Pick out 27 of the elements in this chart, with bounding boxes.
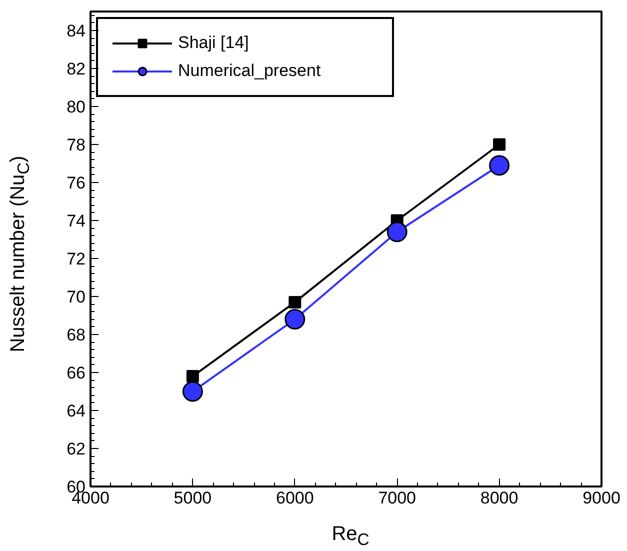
x-tick-label: 8000 xyxy=(480,488,518,508)
y-tick-label: 82 xyxy=(66,60,86,78)
y-tick-label: 70 xyxy=(66,288,86,306)
y-tick-label: 72 xyxy=(66,250,86,268)
y-tick-label: 64 xyxy=(66,402,86,420)
y-tick-label: 68 xyxy=(66,326,86,344)
point xyxy=(284,309,306,330)
y-tick-label: 80 xyxy=(66,98,86,116)
point xyxy=(182,381,203,402)
legend-label: Shaji [14] xyxy=(178,33,250,53)
x-tick-label: 9000 xyxy=(582,488,620,508)
y-tick-label: 78 xyxy=(66,136,86,154)
y-tick-label: 84 xyxy=(66,22,86,40)
legend-label: Numerical_present xyxy=(178,61,322,81)
y-tick-label: 76 xyxy=(66,174,86,192)
point xyxy=(386,222,408,242)
y-tick-label: 74 xyxy=(66,212,86,230)
y-tick-label: 62 xyxy=(66,440,86,458)
x-tick-label: 5000 xyxy=(174,488,212,508)
point xyxy=(493,138,506,151)
y-tick-label: 66 xyxy=(66,364,86,382)
x-tick-label: 7000 xyxy=(378,488,416,508)
point xyxy=(186,370,199,383)
point xyxy=(489,155,510,176)
point xyxy=(288,296,302,308)
x-tick-label: 6000 xyxy=(276,488,314,508)
x-axis-title: Re$_{C}$ xyxy=(332,522,370,551)
